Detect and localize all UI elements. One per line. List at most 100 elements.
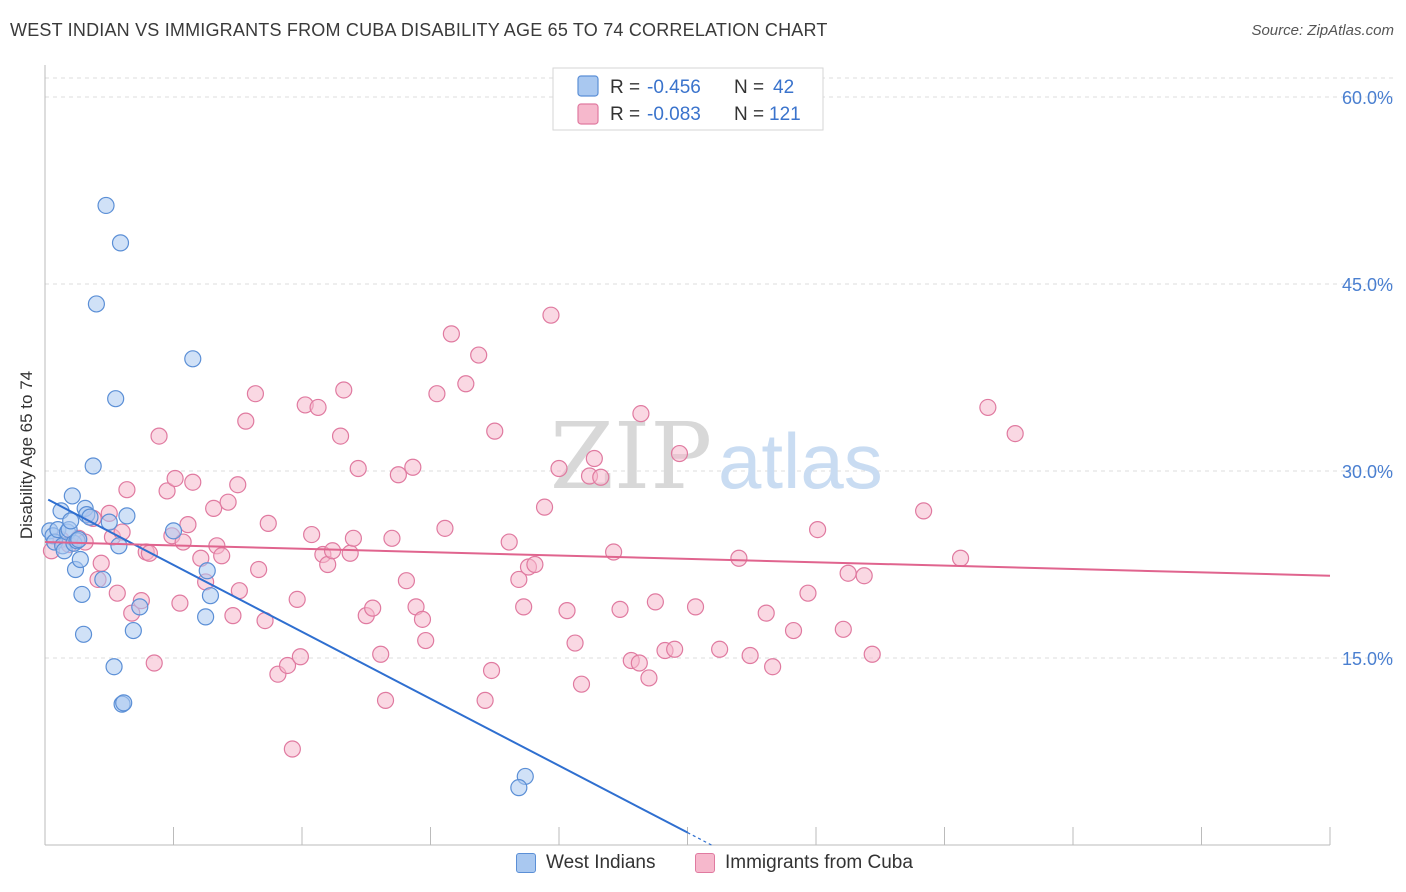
trend-line-immigrants-from-cuba: [44, 541, 1331, 577]
point-immigrants-from-cuba: [442, 325, 460, 343]
point-immigrants-from-cuba: [335, 381, 353, 399]
point-immigrants-from-cuba: [278, 656, 297, 675]
point-immigrants-from-cuba: [500, 533, 518, 551]
scatter-chart: ZIP atlas 15.0%30.0%45.0%60.0%0.0%80.0% …: [17, 65, 1395, 846]
point-immigrants-from-cuba: [323, 542, 342, 560]
point-immigrants-from-cuba: [108, 584, 126, 602]
point-immigrants-from-cuba: [951, 549, 970, 567]
point-immigrants-from-cuba: [259, 514, 277, 532]
point-immigrants-from-cuba: [809, 520, 827, 539]
point-immigrants-from-cuba: [515, 598, 533, 616]
point-immigrants-from-cuba: [303, 525, 321, 544]
point-west-indians: [84, 457, 102, 475]
point-immigrants-from-cuba: [572, 675, 591, 693]
watermark-zip: ZIP: [550, 403, 712, 510]
watermark-atlas: atlas: [718, 417, 883, 505]
point-immigrants-from-cuba: [764, 658, 782, 676]
point-immigrants-from-cuba: [364, 599, 382, 617]
point-immigrants-from-cuba: [979, 398, 997, 417]
legend-top-n-value-2: 121: [769, 104, 801, 125]
grid-layer: [45, 77, 1395, 659]
point-immigrants-from-cuba: [526, 555, 544, 574]
point-immigrants-from-cuba: [550, 459, 568, 478]
point-immigrants-from-cuba: [436, 519, 454, 537]
legend-top-n-label-1: N =: [734, 77, 764, 98]
series-immigrants-from-cuba: [42, 306, 1024, 758]
point-west-indians: [198, 562, 216, 580]
point-west-indians: [73, 585, 91, 604]
point-immigrants-from-cuba: [630, 654, 648, 672]
point-immigrants-from-cuba: [855, 567, 873, 585]
point-west-indians: [87, 295, 106, 313]
point-immigrants-from-cuba: [834, 620, 852, 638]
point-immigrants-from-cuba: [566, 634, 584, 652]
point-immigrants-from-cuba: [158, 482, 176, 500]
point-immigrants-from-cuba: [486, 422, 504, 440]
point-immigrants-from-cuba: [288, 590, 306, 609]
point-west-indians: [184, 350, 202, 368]
point-immigrants-from-cuba: [482, 661, 501, 680]
point-west-indians: [118, 507, 136, 525]
point-west-indians: [131, 598, 149, 616]
trend-line-west-indians: [47, 498, 688, 834]
point-immigrants-from-cuba: [457, 375, 475, 393]
point-west-indians: [94, 570, 112, 589]
legend-bottom: West Indians Immigrants from Cuba: [0, 850, 1406, 880]
point-immigrants-from-cuba: [219, 493, 237, 511]
legend-item-west-indians: West Indians: [516, 852, 655, 874]
point-immigrants-from-cuba: [757, 604, 775, 622]
legend-top-r-label-2: R =: [610, 104, 640, 125]
point-immigrants-from-cuba: [291, 648, 309, 666]
point-immigrants-from-cuba: [171, 594, 189, 612]
point-immigrants-from-cuba: [585, 449, 603, 468]
source-credit: Source: ZipAtlas.com: [1251, 22, 1394, 39]
legend-top-r-value-1: -0.456: [647, 77, 701, 98]
axes-layer: 15.0%30.0%45.0%60.0%0.0%80.0%: [44, 65, 1393, 846]
point-west-indians: [63, 487, 81, 505]
point-immigrants-from-cuba: [331, 427, 350, 445]
point-west-indians: [100, 513, 118, 531]
point-immigrants-from-cuba: [166, 469, 184, 488]
point-immigrants-from-cuba: [535, 498, 554, 516]
y-tick-label: 60.0%: [1342, 88, 1393, 108]
point-immigrants-from-cuba: [413, 610, 432, 628]
point-immigrants-from-cuba: [376, 691, 395, 709]
point-west-indians: [71, 550, 89, 569]
point-immigrants-from-cuba: [372, 645, 390, 663]
point-west-indians: [97, 196, 115, 215]
point-immigrants-from-cuba: [229, 476, 247, 494]
point-immigrants-from-cuba: [711, 640, 729, 658]
point-immigrants-from-cuba: [863, 645, 881, 663]
point-immigrants-from-cuba: [179, 516, 197, 534]
point-immigrants-from-cuba: [640, 669, 658, 687]
trend-line-west-indians-extension: [687, 832, 712, 846]
point-immigrants-from-cuba: [145, 654, 163, 672]
point-immigrants-from-cuba: [309, 398, 327, 417]
point-west-indians: [510, 779, 528, 797]
point-immigrants-from-cuba: [470, 346, 488, 364]
y-tick-label: 15.0%: [1342, 649, 1393, 669]
point-immigrants-from-cuba: [686, 598, 705, 616]
legend-top: R = -0.456 N = 42 R = -0.083 N = 121: [552, 67, 824, 131]
point-immigrants-from-cuba: [349, 459, 367, 478]
point-immigrants-from-cuba: [250, 560, 268, 579]
point-west-indians: [115, 694, 133, 712]
point-immigrants-from-cuba: [839, 564, 857, 582]
point-immigrants-from-cuba: [476, 691, 494, 709]
point-west-indians: [110, 537, 128, 555]
legend-label-immigrants-from-cuba: Immigrants from Cuba: [725, 852, 913, 873]
point-immigrants-from-cuba: [118, 481, 136, 499]
point-west-indians: [107, 390, 125, 408]
legend-item-immigrants-from-cuba: Immigrants from Cuba: [695, 852, 913, 874]
legend-top-swatch-blue: [577, 75, 599, 97]
point-west-indians: [74, 625, 93, 643]
legend-top-r-value-2: -0.083: [647, 104, 701, 125]
point-immigrants-from-cuba: [150, 427, 168, 445]
point-immigrants-from-cuba: [646, 593, 664, 611]
point-immigrants-from-cuba: [799, 584, 817, 602]
y-axis-label: Disability Age 65 to 74: [17, 371, 36, 539]
point-immigrants-from-cuba: [1006, 425, 1024, 443]
legend-top-swatch-pink: [577, 103, 599, 125]
point-immigrants-from-cuba: [915, 502, 933, 520]
point-immigrants-from-cuba: [205, 499, 223, 517]
